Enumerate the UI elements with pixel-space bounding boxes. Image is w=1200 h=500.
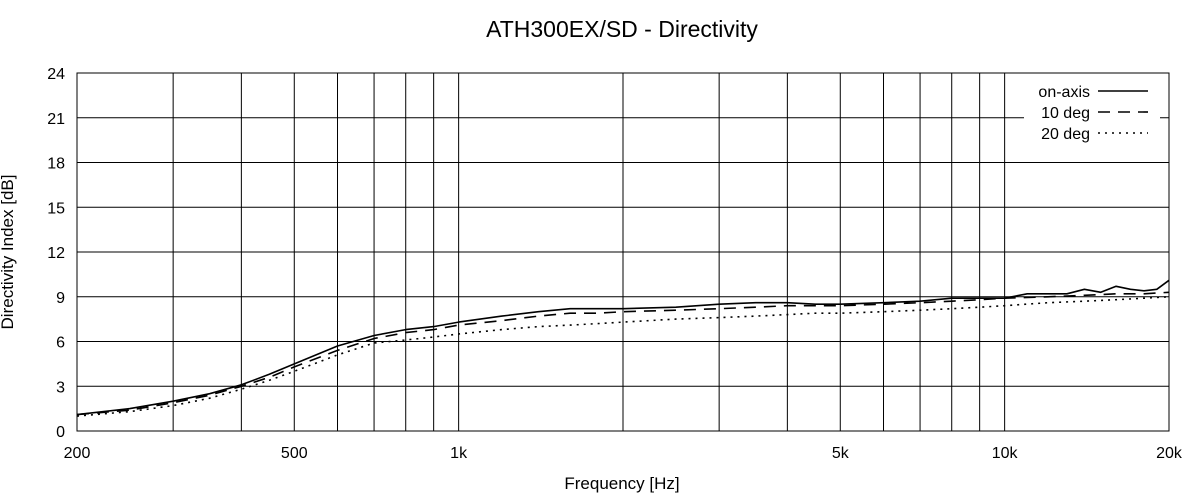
y-tick-label: 24 bbox=[47, 66, 65, 83]
y-tick-label: 21 bbox=[47, 111, 65, 128]
tick-labels: 200 500 1k 5k 10k 20k 0 3 6 9 12 15 18 21 24 bbox=[47, 66, 1183, 462]
x-tick-label: 10k bbox=[992, 445, 1019, 462]
y-tick-label: 3 bbox=[56, 379, 65, 396]
x-tick-label: 200 bbox=[64, 445, 91, 462]
y-tick-label: 12 bbox=[47, 245, 65, 262]
legend-label: on-axis bbox=[1038, 84, 1090, 101]
y-tick-label: 6 bbox=[56, 335, 65, 352]
legend: on-axis 10 deg 20 deg bbox=[1024, 78, 1160, 146]
legend-label: 20 deg bbox=[1041, 126, 1090, 143]
y-axis-label: Directivity Index [dB] bbox=[0, 175, 17, 330]
series-line-20-deg bbox=[76, 296, 1170, 417]
grid bbox=[77, 73, 1169, 431]
y-tick-label: 9 bbox=[56, 290, 65, 307]
plot-frame bbox=[76, 72, 1170, 432]
chart-title: ATH300EX/SD - Directivity bbox=[486, 16, 758, 42]
x-tick-label: 500 bbox=[281, 445, 308, 462]
y-tick-label: 18 bbox=[47, 156, 65, 173]
x-tick-label: 20k bbox=[1156, 445, 1183, 462]
legend-box bbox=[1024, 78, 1160, 146]
y-tick-label: 15 bbox=[47, 200, 65, 217]
x-tick-label: 5k bbox=[832, 445, 850, 462]
series-layer bbox=[76, 279, 1170, 417]
series-line-on-axis bbox=[76, 279, 1170, 416]
x-tick-label: 1k bbox=[450, 445, 468, 462]
series-line-10-deg bbox=[76, 291, 1170, 416]
legend-label: 10 deg bbox=[1041, 105, 1090, 122]
x-axis-label: Frequency [Hz] bbox=[564, 474, 679, 493]
y-tick-label: 0 bbox=[56, 424, 65, 441]
